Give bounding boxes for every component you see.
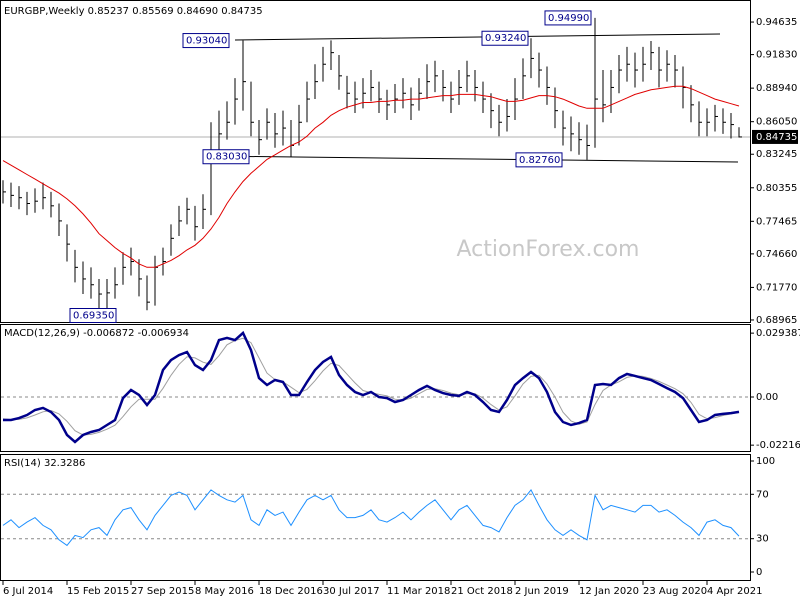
x-tick-label: 30 Jul 2017 [323, 586, 380, 597]
y-tick-label: 0.74660 [756, 249, 797, 260]
rsi-line [2, 488, 740, 547]
x-tick-label: 8 May 2016 [195, 586, 254, 597]
x-tick-label: 23 Aug 2020 [643, 586, 707, 597]
y-tick-label: 0.00 [756, 392, 778, 403]
channel-bottom [204, 155, 739, 163]
y-tick-label: 70 [756, 489, 769, 500]
annotation-box [515, 152, 563, 168]
annotation-box [202, 149, 250, 165]
y-tick-label: 0.86050 [756, 117, 797, 128]
rsi-panel [0, 454, 751, 581]
y-tick-label: 0.91830 [756, 50, 797, 61]
macd-header: MACD(12,26,9) -0.006872 -0.006934 [4, 328, 189, 339]
y-tick-label: 0.88940 [756, 83, 797, 94]
x-tick-label: 11 Mar 2018 [387, 586, 450, 597]
macd-panel [0, 324, 751, 452]
annotation-label: 0.93240 [485, 33, 526, 44]
y-tick-label: 0.029387 [756, 328, 800, 339]
y-tick-label: 30 [756, 534, 769, 545]
y-tick-label: 0.68965 [756, 315, 797, 326]
y-tick-label: 0.83245 [756, 149, 797, 160]
moving-average [2, 85, 740, 268]
x-tick-label: 21 Oct 2018 [451, 586, 513, 597]
y-tick-label: 100 [756, 456, 775, 467]
x-tick-label: 15 Feb 2015 [67, 586, 129, 597]
annotation-box [481, 30, 529, 46]
watermark: ActionForex.com [457, 237, 640, 262]
x-tick-label: 2 Jun 2019 [515, 586, 569, 597]
annotation-label: 0.83030 [206, 152, 247, 163]
price-panel [0, 0, 751, 323]
x-tick-label: 12 Jan 2020 [579, 586, 639, 597]
annotation-label: 0.93040 [186, 36, 227, 47]
channel-top [234, 33, 721, 41]
x-tick-label: 27 Sep 2015 [131, 586, 194, 597]
x-tick-label: 4 Apr 2021 [707, 586, 762, 597]
rsi-header: RSI(14) 32.3286 [4, 458, 85, 469]
annotation-box [182, 33, 230, 49]
x-tick-label: 6 Jul 2014 [3, 586, 53, 597]
y-tick-label: 0.77465 [756, 216, 797, 227]
annotation-label: 0.69350 [73, 311, 114, 322]
annotation-label: 0.94990 [548, 13, 589, 24]
x-tick-label: 18 Dec 2016 [259, 586, 323, 597]
annotation-label: 0.82760 [519, 155, 560, 166]
price-header: EURGBP,Weekly 0.85237 0.85569 0.84690 0.… [4, 6, 263, 17]
last-price-label: 0.84735 [756, 132, 797, 143]
annotation-box [69, 308, 117, 324]
y-tick-label: 0.94635 [756, 17, 797, 28]
y-tick-label: 0.71770 [756, 282, 797, 293]
macd-main [3, 330, 740, 444]
y-tick-label: 0 [756, 567, 762, 578]
annotation-box [544, 10, 592, 26]
last-price-box [752, 129, 798, 144]
y-tick-label: 0.80355 [756, 183, 797, 194]
